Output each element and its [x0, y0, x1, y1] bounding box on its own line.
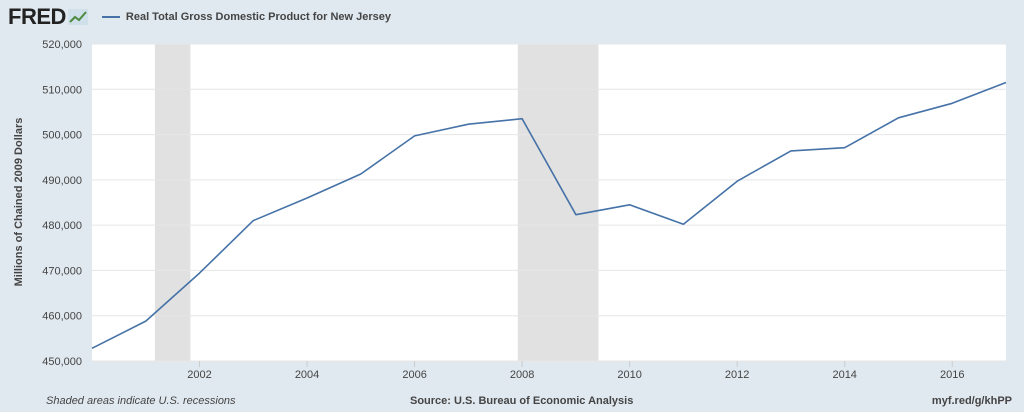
x-axis-ticks: 2002 2004 2006 2008 2010 2012 2014 2016 [187, 361, 964, 381]
data-point[interactable] [735, 179, 739, 183]
series-line-nj-gdp [91, 81, 1007, 350]
x-tick-label: 2012 [725, 369, 749, 381]
fred-graph-icon [67, 9, 88, 25]
short-url-link[interactable]: myf.red/g/khPP [931, 395, 1012, 407]
data-point[interactable] [251, 219, 255, 223]
x-tick-label: 2014 [832, 369, 856, 381]
data-point[interactable] [681, 222, 685, 226]
y-tick-label: 470,000 [42, 265, 82, 277]
y-tick-label: 460,000 [42, 311, 82, 323]
source-credit: Source: U.S. Bureau of Economic Analysis [410, 395, 634, 407]
x-tick-label: 2008 [510, 369, 534, 381]
data-point[interactable] [466, 122, 470, 126]
data-point[interactable] [305, 196, 309, 200]
y-axis-ticks: 450,000 460,000 470,000 480,000 490,000 500,0… [42, 39, 82, 368]
legend-entry[interactable]: Real Total Gross Domestic Product for Ne… [125, 11, 391, 23]
data-point[interactable] [896, 116, 900, 120]
y-tick-label: 480,000 [42, 220, 82, 232]
data-point[interactable] [628, 203, 632, 207]
fred-logo[interactable]: FRED [8, 4, 66, 29]
data-point[interactable] [90, 346, 94, 350]
data-point[interactable] [574, 213, 578, 217]
recession-band-0 [154, 44, 191, 361]
y-tick-label: 510,000 [42, 84, 82, 96]
y-axis-label: Millions of Chained 2009 Dollars [13, 118, 25, 287]
gridlines [92, 43, 1006, 362]
y-tick-label: 450,000 [42, 356, 82, 368]
y-tick-label: 500,000 [42, 130, 82, 142]
x-tick-label: 2002 [187, 369, 211, 381]
recession-note: Shaded areas indicate U.S. recessions [46, 395, 236, 407]
data-point[interactable] [413, 134, 417, 138]
data-point[interactable] [1004, 80, 1008, 84]
x-tick-label: 2010 [617, 369, 641, 381]
y-tick-label: 520,000 [42, 39, 82, 51]
data-point[interactable] [520, 117, 524, 121]
data-point[interactable] [198, 271, 202, 275]
x-tick-label: 2006 [402, 369, 426, 381]
x-tick-label: 2004 [295, 369, 319, 381]
x-tick-label: 2016 [940, 369, 964, 381]
recession-shading-group [154, 44, 599, 361]
recession-band-1 [517, 44, 599, 361]
data-point[interactable] [359, 172, 363, 176]
chart-header: FRED Real Total Gross Domestic Product f… [8, 4, 391, 30]
data-point[interactable] [950, 101, 954, 105]
data-point[interactable] [144, 319, 148, 323]
legend-swatch [101, 16, 120, 18]
y-tick-label: 490,000 [42, 175, 82, 187]
data-point[interactable] [789, 149, 793, 153]
data-point[interactable] [843, 146, 847, 150]
